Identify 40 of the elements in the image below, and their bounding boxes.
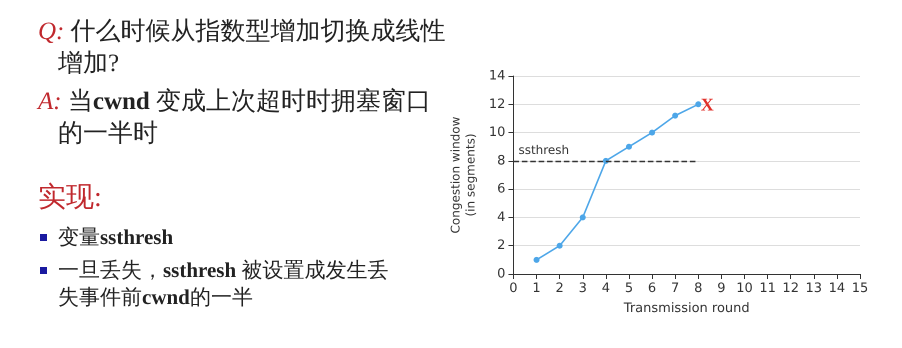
y-axis-title: Congestion window (in segments) [448, 116, 478, 234]
x-tick-label: 12 [782, 281, 799, 296]
y-tick-label: 4 [497, 210, 506, 225]
point [672, 112, 678, 119]
y-tick-label: 14 [488, 68, 506, 84]
x-tick-label: 10 [736, 281, 753, 296]
y-tick-label: 8 [497, 153, 506, 168]
x-tick-label: 8 [694, 281, 702, 296]
x-axis-title: Transmission round [622, 301, 750, 316]
x-tick-label: 4 [602, 281, 610, 296]
x-tick-label: 15 [852, 281, 868, 296]
point [580, 214, 586, 220]
x-tick-label: 14 [828, 281, 846, 296]
x-tick-label: 3 [578, 281, 587, 296]
y-tick-label: 6 [497, 182, 506, 197]
x-tick-label: 13 [806, 281, 822, 296]
annotation: X [700, 94, 714, 114]
x-tick-label: 2 [556, 281, 564, 296]
x-tick-label: 9 [717, 281, 726, 296]
x-tick-label: 0 [509, 281, 518, 296]
y-tick-label: 10 [488, 125, 506, 140]
y-tick-label: 12 [488, 96, 506, 112]
text: 实现: [38, 181, 103, 215]
x-tick-label: 5 [624, 281, 634, 296]
point [695, 101, 702, 108]
text: Q: 什么时候从指数型增加切换成线性增加? [38, 18, 446, 77]
x-tick-label: 7 [671, 281, 680, 296]
text: A: 当cwnd 变成上次超时时拥塞窗口的一半时 [38, 88, 432, 147]
y-tick-label: 0 [497, 266, 506, 282]
point [556, 242, 563, 249]
x-tick-label: 6 [648, 281, 656, 296]
ref-line-label: ssthresh [518, 142, 570, 157]
y-tick-label: 2 [497, 238, 506, 254]
x-tick-label: 1 [532, 281, 541, 296]
point [534, 256, 540, 263]
text: 一旦丢失，ssthresh 被设置成发生丢失事件前cwnd的一半 [58, 258, 388, 309]
text: 变量ssthresh [58, 225, 174, 249]
x-tick-label: 11 [759, 281, 776, 296]
point [649, 130, 656, 136]
point [626, 144, 632, 150]
